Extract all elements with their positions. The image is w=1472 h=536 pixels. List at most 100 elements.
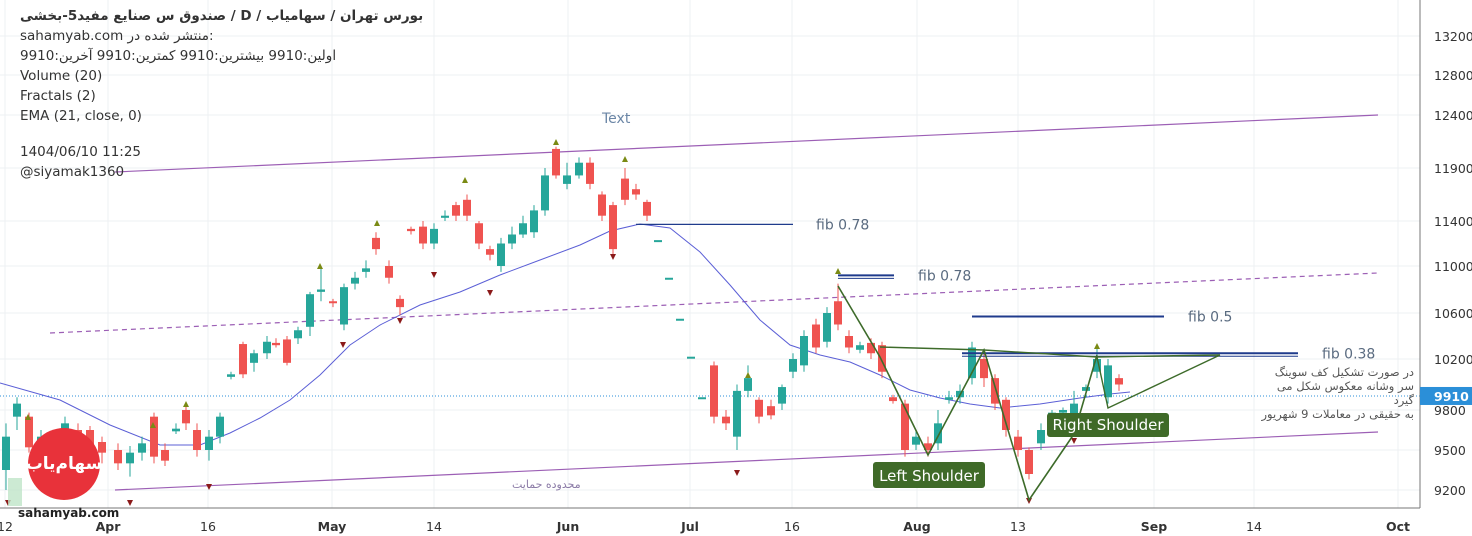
channel-lower [114,431,1379,491]
candle-body [25,416,33,448]
candle-body [126,452,134,464]
candle-body [1082,387,1090,391]
candle-body [1059,410,1067,413]
candle-body [710,365,718,417]
candle-body [2,436,10,470]
y-tick-label: 11900 [1434,161,1472,176]
candle-body [722,416,730,424]
candle-body [263,341,271,354]
candle-body [889,397,897,402]
candle-body [991,378,999,404]
candle-body [698,397,706,400]
candle-body [733,390,741,437]
candle-body [193,430,201,450]
fractal-up-marker [745,372,751,378]
candle-body [676,318,684,321]
candle-body [586,162,594,184]
candle-body [396,298,404,308]
candle-body [575,162,583,176]
candle-body [778,387,786,404]
fractal-up-marker [622,156,628,162]
candle-body [1104,365,1112,398]
fractal-down-marker [206,484,212,490]
candle-body [980,359,988,379]
left-shoulder-label: Left Shoulder [879,467,980,485]
fractal-up-marker [150,422,156,428]
fractal-down-marker [397,318,403,324]
candle-body [823,313,831,342]
y-tick-label: 12400 [1434,108,1472,123]
candle-body [452,205,460,216]
timestamp: 1404/06/10 11:25 [20,144,142,160]
trend-channel [49,114,1379,491]
author: @siyamak1360 [20,164,125,180]
y-tick-label: 11400 [1434,214,1472,229]
candle-body [643,201,651,216]
published-site[interactable]: sahamyab.com [20,28,124,44]
candle-body [755,399,763,417]
chart-grid [0,0,1420,508]
fib-label: fib 0.38 [1322,346,1375,362]
indicator-fractals[interactable]: Fractals (2) [20,88,96,104]
candle-body [272,342,280,346]
candle-body [744,378,752,391]
candle-body [205,436,213,450]
candle-body [216,416,224,437]
fractal-up-marker [374,220,380,226]
y-tick-label: 9200 [1434,483,1466,498]
candle-body [665,277,673,280]
candle-body [172,428,180,432]
candle-body [598,194,606,216]
volume-bar-fragment [8,478,22,506]
fractal-up-marker [553,139,559,145]
fractal-up-marker [317,263,323,269]
candle-body [329,301,337,304]
candle-body [385,266,393,278]
candle-body [430,228,438,244]
text-annotation: Text [601,111,631,127]
y-tick-label: 11000 [1434,259,1472,274]
x-tick-label: 16 [200,519,216,534]
fractal-down-marker [431,272,437,278]
published-prefix: منتشر شده در: [127,28,214,44]
note-line: به حقیقی در معاملات 9 شهریور [1261,407,1415,421]
indicator-volume[interactable]: Volume (20) [20,68,103,84]
candle-body [114,450,122,464]
candle-body [250,353,258,363]
fractal-down-marker [487,290,493,296]
candle-body [867,342,875,354]
fractal-up-marker [835,268,841,274]
candle-body [654,240,662,243]
support-zone-label: محدوده حمایت [512,478,581,491]
candle-body [767,406,775,416]
fractal-down-marker [127,500,133,506]
candle-body [621,178,629,200]
candle-body [419,226,427,244]
projection-wedge [1096,354,1221,410]
x-tick-label: 14 [1246,519,1262,534]
candle-body [968,347,976,379]
candle-body [372,237,380,250]
x-tick-label: Jun [556,519,579,534]
candle-body [486,249,494,255]
candle-body [687,356,695,359]
sahamyab-logo: سهام‌یاب [26,428,102,500]
last-price-tag [1420,386,1472,405]
candle-body [441,215,449,218]
candle-body [227,374,235,377]
watermark-url: sahamyab.com [18,506,120,520]
fractal-down-marker [610,254,616,260]
candle-body [138,443,146,453]
candle-body [552,148,560,176]
candle-body [13,403,21,417]
candle-body [924,443,932,450]
y-tick-label: 10600 [1434,306,1472,321]
candle-body [945,397,953,400]
fractal-down-marker [1071,438,1077,444]
y-tick-label: 10200 [1434,352,1472,367]
indicator-ema[interactable]: EMA (21, close, 0) [20,108,142,124]
candle-body [508,234,516,244]
ema-line [0,223,1131,446]
